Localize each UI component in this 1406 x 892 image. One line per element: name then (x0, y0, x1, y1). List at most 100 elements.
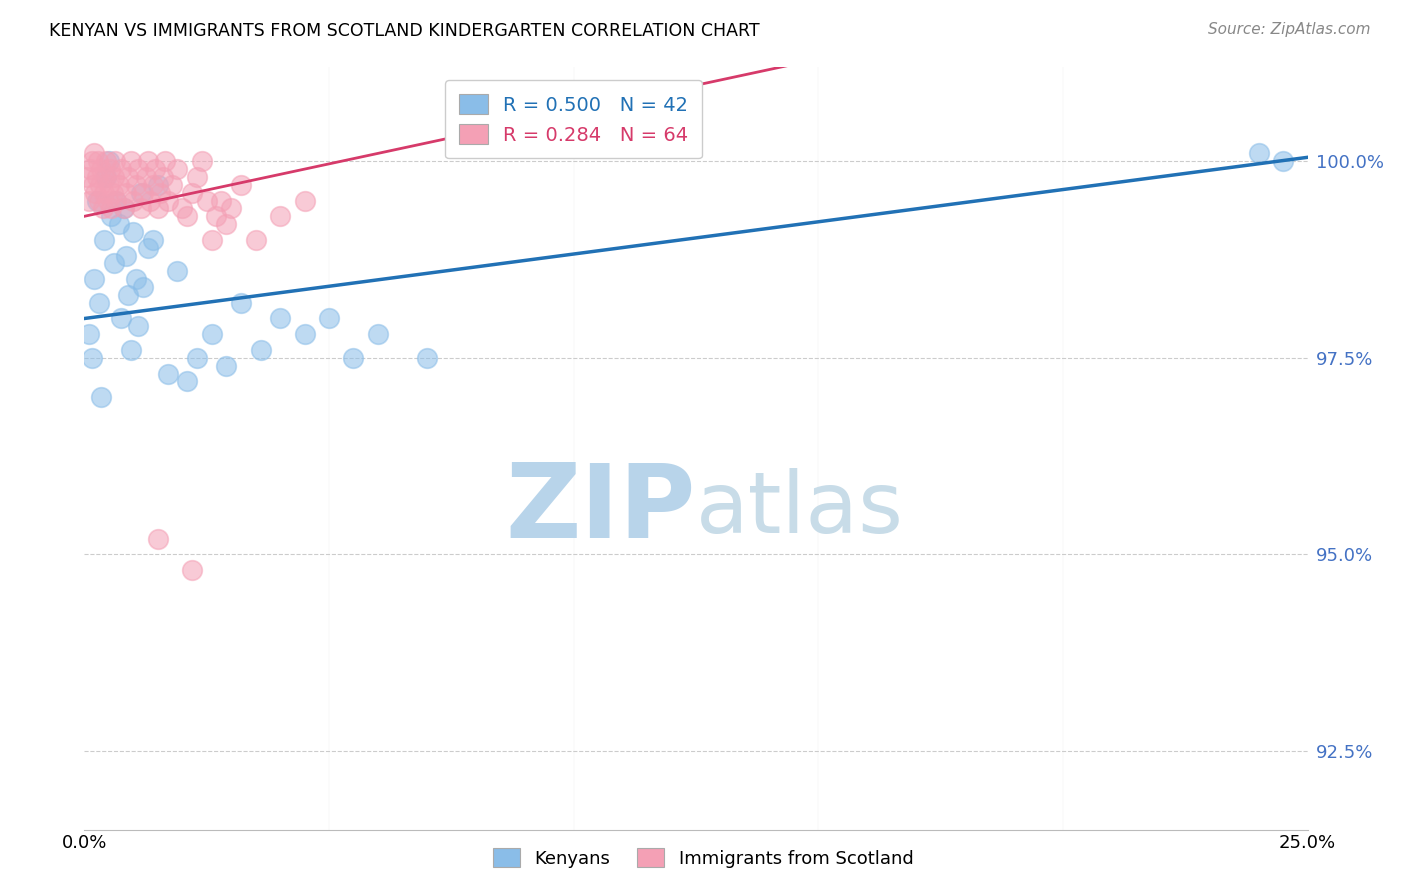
Point (294, 327, 316, 342)
Point (215, 217, 238, 231)
Point (149, 186, 172, 200)
Point (90, 390, 112, 404)
Point (90, 162, 112, 177)
Point (269, 209, 291, 223)
Point (142, 233, 165, 247)
Point (83, 146, 105, 161)
Point (200, 327, 222, 342)
Point (96, 169, 118, 184)
Point (245, 233, 267, 247)
Point (191, 154, 214, 169)
Legend: R = 0.500   N = 42, R = 0.284   N = 64: R = 0.500 N = 42, R = 0.284 N = 64 (446, 80, 702, 159)
Point (105, 194, 128, 208)
Point (82, 178, 104, 192)
Point (269, 311, 291, 326)
Point (103, 256, 125, 270)
Point (153, 154, 176, 169)
Point (294, 194, 316, 208)
Point (186, 351, 208, 365)
Point (117, 288, 139, 302)
Point (129, 202, 152, 216)
Point (139, 194, 162, 208)
Point (135, 169, 157, 184)
Point (156, 194, 179, 208)
Point (125, 178, 148, 192)
Point (146, 532, 169, 546)
Point (97, 194, 120, 208)
Point (79, 162, 101, 177)
Point (367, 327, 389, 342)
Point (143, 162, 166, 177)
Point (1272, 154, 1295, 169)
Point (97, 154, 120, 169)
Point (87, 194, 110, 208)
Point (166, 264, 188, 278)
Point (127, 319, 149, 334)
Point (94, 169, 117, 184)
Point (318, 311, 340, 326)
Point (91, 202, 114, 216)
Point (181, 186, 204, 200)
Point (120, 154, 142, 169)
Point (120, 343, 142, 357)
Point (105, 194, 128, 208)
Point (89, 178, 111, 192)
Text: atlas: atlas (696, 467, 904, 550)
Point (87, 295, 110, 310)
Point (93, 233, 115, 247)
Text: ZIP: ZIP (506, 458, 696, 560)
Point (162, 178, 184, 192)
Point (132, 280, 155, 294)
Point (129, 186, 152, 200)
Point (127, 162, 149, 177)
Legend: Kenyans, Immigrants from Scotland: Kenyans, Immigrants from Scotland (482, 838, 924, 879)
Point (86, 169, 108, 184)
Point (176, 375, 198, 389)
Text: Source: ZipAtlas.com: Source: ZipAtlas.com (1208, 22, 1371, 37)
Point (132, 186, 155, 200)
Point (110, 162, 132, 177)
Point (229, 295, 252, 310)
Point (229, 178, 252, 192)
Point (176, 209, 198, 223)
Point (100, 209, 122, 223)
Point (80, 154, 103, 169)
Point (112, 202, 135, 216)
Point (97, 178, 120, 192)
Point (93, 186, 115, 200)
Point (416, 351, 439, 365)
Point (200, 233, 222, 247)
Point (166, 162, 188, 177)
Point (77, 327, 100, 342)
Point (136, 241, 159, 255)
Point (152, 169, 174, 184)
Point (122, 225, 145, 239)
Point (136, 154, 159, 169)
Point (86, 194, 108, 208)
Point (98, 162, 121, 177)
Point (76, 169, 98, 184)
Point (115, 249, 138, 263)
Point (215, 359, 238, 373)
Point (122, 194, 145, 208)
Point (101, 186, 124, 200)
Point (146, 202, 169, 216)
Point (249, 343, 271, 357)
Point (103, 169, 125, 184)
Point (181, 563, 204, 577)
Point (87, 154, 110, 169)
Text: KENYAN VS IMMIGRANTS FROM SCOTLAND KINDERGARTEN CORRELATION CHART: KENYAN VS IMMIGRANTS FROM SCOTLAND KINDE… (49, 22, 759, 40)
Point (156, 367, 179, 381)
Point (107, 217, 129, 231)
Point (186, 169, 208, 184)
Point (342, 351, 364, 365)
Point (96, 154, 118, 169)
Point (100, 202, 122, 216)
Point (209, 194, 232, 208)
Point (107, 178, 129, 192)
Point (84, 186, 107, 200)
Point (117, 169, 139, 184)
Point (104, 154, 127, 169)
Point (115, 186, 138, 200)
Point (83, 272, 105, 286)
